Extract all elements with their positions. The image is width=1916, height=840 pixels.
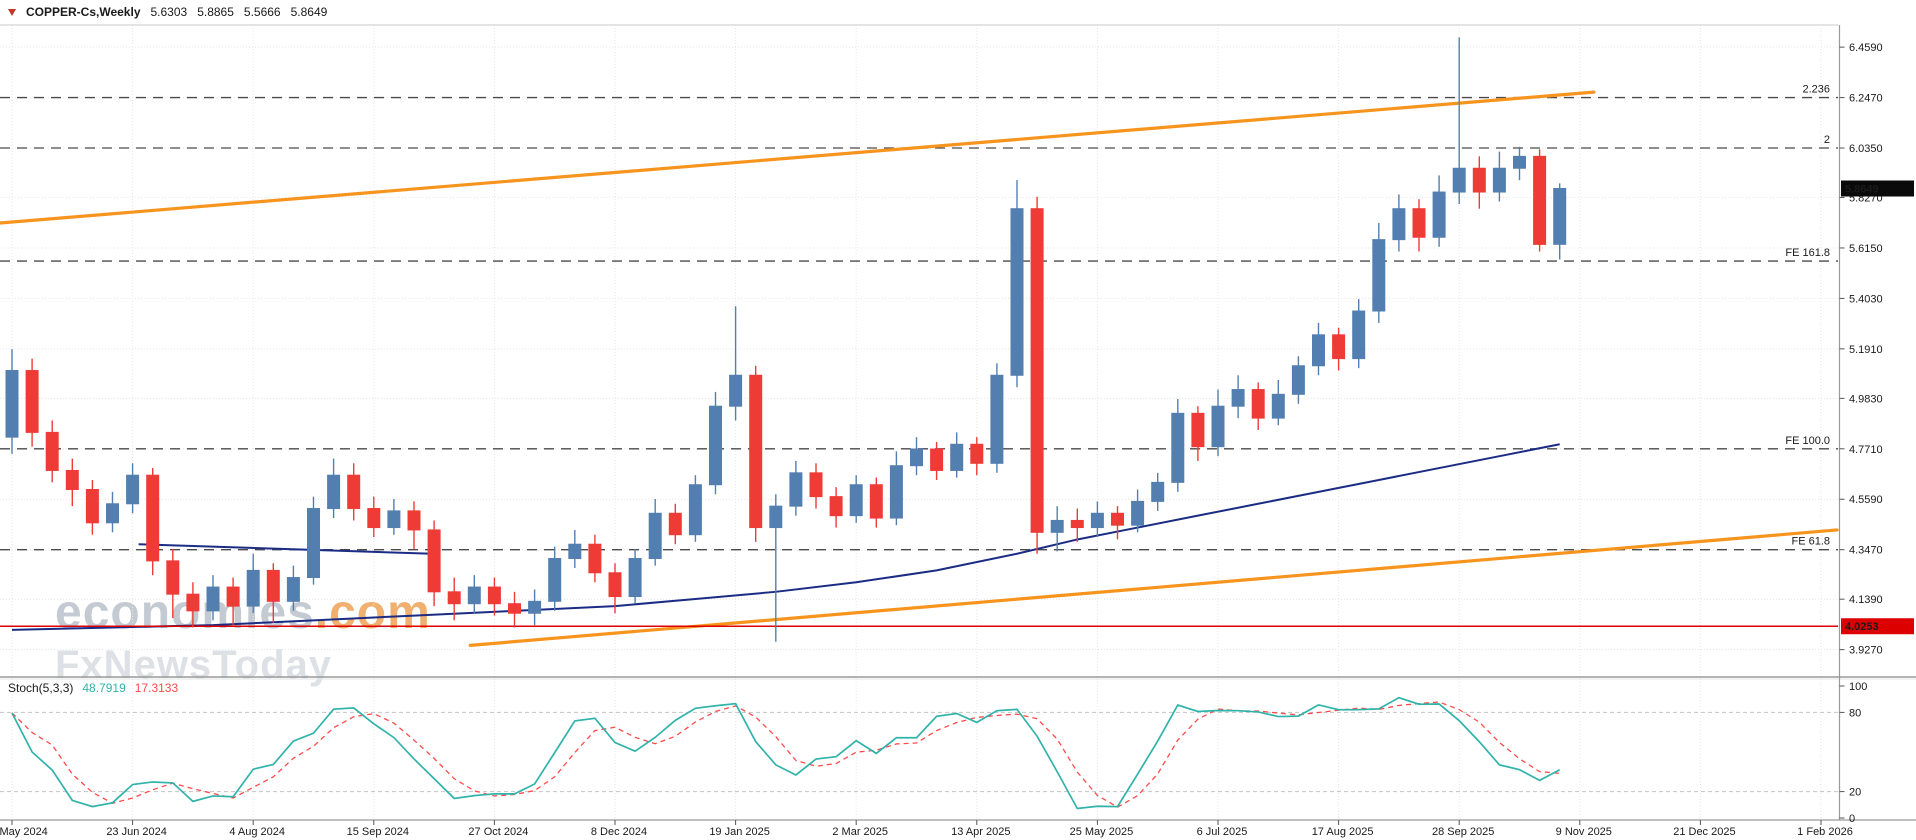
price-axis-label: 3.9270: [1849, 645, 1883, 657]
trendline-upper[interactable]: [0, 90, 1596, 225]
moving-average-line: [11, 443, 1560, 631]
date-axis-label: 9 Nov 2025: [1556, 826, 1612, 838]
gridlines: [0, 25, 1838, 820]
price-axis-label: 6.0350: [1849, 143, 1883, 155]
date-axis-label: 17 Aug 2025: [1312, 826, 1374, 838]
price-axis-label: 4.9830: [1849, 393, 1883, 405]
ohlc-open-value: 5.6303: [150, 5, 188, 19]
price-axis-label: 6.2470: [1849, 93, 1883, 105]
panel-borders: [0, 24, 1916, 821]
date-axis-label: 2 Mar 2025: [832, 826, 888, 838]
date-axis-label: 28 Sep 2025: [1432, 826, 1494, 838]
indicator-main-value: 48.7919: [82, 681, 126, 695]
date-axis-label: 19 Jan 2025: [709, 826, 770, 838]
fib-level-label: 2.236: [1802, 84, 1830, 96]
candles[interactable]: [5, 37, 1567, 642]
date-axis-label: 13 Apr 2025: [951, 826, 1010, 838]
price-axis-label: 5.4030: [1849, 293, 1883, 305]
symbol-marker-icon: [8, 8, 16, 16]
symbol-timeframe-label: COPPER-Cs,Weekly: [26, 5, 141, 19]
ohlc-low-value: 5.5666: [243, 5, 281, 19]
date-axis-label: 12 May 2024: [0, 826, 48, 838]
stoch-main-line: [11, 696, 1561, 810]
date-axis-label: 1 Feb 2026: [1797, 826, 1853, 838]
indicator-signal-value: 17.3133: [134, 681, 179, 695]
stoch-axis-label: 0: [1849, 813, 1855, 825]
fib-level-label: FE 61.8: [1791, 536, 1830, 548]
support-price-tag-text: 4.0253: [1845, 621, 1879, 633]
indicator-name: Stoch(5,3,3): [8, 681, 74, 695]
fib-extension-lines: 2.236 2 FE 161.8 FE 100.0 FE 61.8: [0, 84, 1838, 551]
price-axis: 6.45906.24706.03505.82705.61505.40305.19…: [1839, 42, 1883, 657]
current-price-tag: 5.8649: [1841, 180, 1914, 197]
moving-average: [11, 443, 1560, 631]
date-axis-label: 27 Oct 2024: [468, 826, 528, 838]
chart-header: COPPER-Cs,Weekly 5.6303 5.8865 5.5666 5.…: [8, 5, 327, 19]
date-axis: 12 May 2024 23 Jun 2024 4 Aug 2024 15 Sep 2…: [0, 820, 1853, 838]
price-axis-label: 4.5590: [1849, 494, 1883, 506]
indicator-label-row: Stoch(5,3,3) 48.7919 17.3133: [8, 681, 178, 695]
price-axis-label: 4.7710: [1849, 444, 1883, 456]
fib-level-label: 2: [1824, 134, 1830, 146]
ohlc-close-value: 5.8649: [290, 5, 328, 19]
trendlines: [0, 90, 1839, 647]
date-axis-label: 15 Sep 2024: [347, 826, 409, 838]
date-axis-label: 6 Jul 2025: [1197, 826, 1248, 838]
price-axis-label: 5.1910: [1849, 344, 1883, 356]
fib-level-label: FE 161.8: [1785, 247, 1830, 259]
fib-level-label: FE 100.0: [1785, 435, 1830, 447]
trendline-lower[interactable]: [468, 528, 1839, 647]
date-axis-label: 8 Dec 2024: [591, 826, 647, 838]
watermark-tld-text: .com: [314, 586, 431, 639]
support-price-tag: 4.0253: [1841, 618, 1914, 635]
date-axis-label: 4 Aug 2024: [229, 826, 285, 838]
stochastic-plot: 100 80 20 0: [0, 681, 1867, 825]
stoch-axis-label: 100: [1849, 681, 1867, 693]
price-axis-label: 4.3470: [1849, 545, 1883, 557]
ohlc-high-value: 5.8865: [197, 5, 234, 19]
stoch-axis-label: 80: [1849, 707, 1861, 719]
stoch-axis-label: 20: [1849, 787, 1861, 799]
date-axis-label: 25 May 2025: [1070, 826, 1134, 838]
date-axis-label: 21 Dec 2025: [1673, 826, 1735, 838]
date-axis-label: 23 Jun 2024: [106, 826, 167, 838]
price-axis-label: 6.4590: [1849, 42, 1883, 54]
price-axis-label: 5.6150: [1849, 243, 1883, 255]
navy-segment: [138, 543, 433, 555]
price-axis-label: 4.1390: [1849, 594, 1883, 606]
current-price-tag-text: 5.8649: [1845, 183, 1879, 195]
